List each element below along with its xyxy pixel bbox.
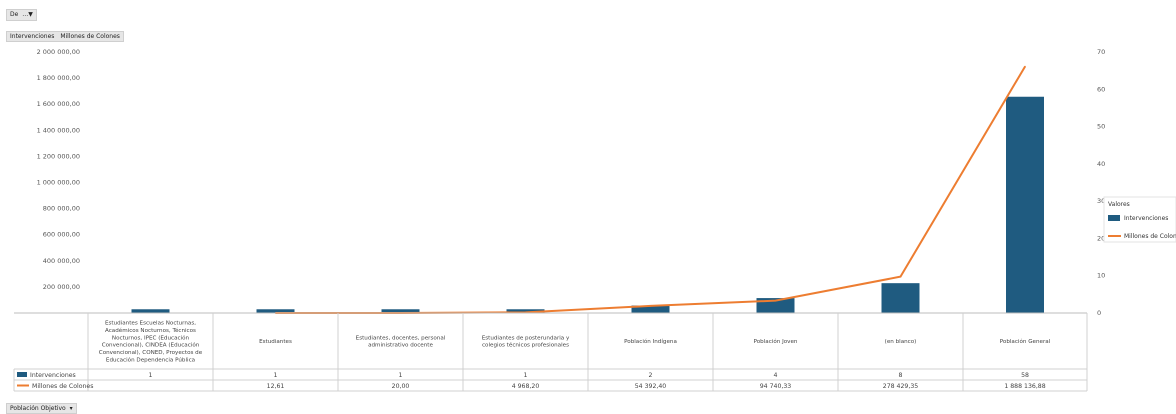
cell-intervenciones: 8 (899, 372, 903, 379)
right-axis-tick: 50 (1097, 123, 1105, 131)
bar-intervenciones (631, 305, 670, 313)
bar-intervenciones (381, 309, 420, 313)
line-point (774, 299, 777, 302)
cell-millones: 1 888 136,88 (1004, 383, 1045, 390)
cell-intervenciones: 1 (149, 372, 153, 379)
cell-intervenciones: 1 (274, 372, 278, 379)
category-label-line: Estudiantes Escuelas Nocturnas, (105, 321, 196, 327)
right-axis-tick: 10 (1097, 272, 1105, 280)
left-axis-tick: 1 800 000,00 (37, 74, 80, 82)
category-label-line: Población General (1000, 338, 1051, 345)
cell-millones: 54 392,40 (635, 383, 667, 390)
category-label-line: colegios técnicos profesionales (482, 342, 569, 349)
right-axis-tick: 70 (1097, 48, 1105, 56)
cell-millones: 12,61 (267, 383, 285, 390)
category-label-line: (en blanco) (885, 339, 917, 345)
row-header-intervenciones: Intervenciones (30, 372, 76, 379)
line-point (1024, 65, 1026, 68)
category-label: Estudiantes, docentes, personal administr… (356, 335, 446, 348)
category-label: Población Indígena (624, 338, 677, 345)
legend: Valores Intervenciones Millones de Colones (1103, 196, 1176, 243)
right-axis-tick: 0 (1097, 309, 1101, 317)
cell-intervenciones: 58 (1021, 372, 1029, 379)
left-axis-tick: 400 000,00 (43, 257, 80, 265)
category-label-line: Población Indígena (624, 338, 677, 345)
cell-intervenciones: 2 (649, 372, 653, 379)
bar-intervenciones (256, 309, 295, 313)
category-label-line: Población Joven (754, 338, 798, 345)
category-label: Población General (1000, 338, 1051, 345)
legend-item-intervenciones: Intervenciones (1124, 215, 1168, 222)
field-button-millones[interactable]: Millones de Colones (60, 33, 120, 40)
data-table: Estudiantes Escuelas Nocturnas, Académico… (13, 312, 1088, 392)
legend-swatch-bar (1108, 215, 1120, 221)
line-point (899, 275, 902, 278)
value-fields-bar[interactable]: Intervenciones Millones de Colones (6, 31, 124, 42)
right-axis-tick: 40 (1097, 160, 1105, 168)
category-label-line: Convencional), CINDEA (Educación (102, 342, 200, 349)
left-axis-tick: 1 000 000,00 (37, 179, 80, 187)
left-axis-tick: 1 400 000,00 (37, 126, 80, 134)
right-axis-tick: 60 (1097, 85, 1105, 93)
legend-item-millones: Millones de Colones (1124, 233, 1176, 240)
category-label-line: Estudiantes, docentes, personal (356, 335, 446, 341)
category-label-line: Estudiantes de posterundaria y (482, 335, 570, 341)
category-label: Estudiantes de posterundaria y colegios t… (482, 335, 570, 348)
cell-millones: 20,00 (392, 383, 410, 390)
cell-intervenciones: 1 (399, 372, 403, 379)
cell-millones: 278 429,35 (883, 383, 918, 390)
poblacion-objetivo-label: Población Objetivo (10, 405, 66, 412)
left-axis-tick: 600 000,00 (43, 231, 80, 239)
category-label: Población Joven (754, 338, 798, 345)
right-axis: 0 10 20 30 40 50 60 70 (1097, 48, 1105, 317)
cell-millones: 94 740,33 (760, 383, 792, 390)
right-axis-tick: 20 (1097, 234, 1105, 242)
legend-key-bar (17, 372, 27, 377)
category-label-line: Convencional), CONED, Proyectos de (99, 350, 203, 356)
left-axis-tick: 200 000,00 (43, 283, 80, 291)
dropdown-arrow-icon: ▾ (69, 405, 73, 412)
cell-millones: 4 968,20 (512, 383, 540, 390)
bar-series (131, 96, 1044, 313)
category-label-line: Estudiantes (259, 339, 292, 345)
category-label: Estudiantes Escuelas Nocturnas, Académico… (99, 321, 203, 364)
category-label-line: Nocturnos, IPEC (Educación (112, 334, 190, 341)
left-axis-tick: 1 200 000,00 (37, 152, 80, 160)
line-millones-de-colones (275, 66, 1026, 314)
left-axis-tick: 800 000,00 (43, 205, 80, 213)
poblacion-objetivo-button[interactable]: Población Objetivo ▾ (6, 403, 77, 414)
cell-intervenciones: 4 (774, 372, 778, 379)
right-axis-tick: 30 (1097, 197, 1105, 205)
left-axis-tick: 2 000 000,00 (37, 48, 80, 56)
category-label: (en blanco) (885, 339, 917, 345)
line-point (649, 305, 652, 307)
bar-intervenciones (506, 309, 545, 313)
cell-intervenciones: 1 (524, 372, 528, 379)
row-header-millones: Millones de Colones (32, 383, 93, 390)
left-axis-tick: 1 600 000,00 (37, 100, 80, 108)
category-label-line: Educación Dependencia Pública (106, 357, 195, 364)
bar-intervenciones (881, 283, 920, 313)
category-label: Estudiantes (259, 339, 292, 345)
filter-button[interactable]: De …▼ (6, 9, 37, 21)
filter-button-label: De (10, 11, 19, 18)
category-label-line: Académicos Nocturnos, Técnicos (105, 327, 196, 334)
legend-title: Valores (1108, 201, 1130, 208)
field-button-intervenciones[interactable]: Intervenciones (10, 33, 55, 40)
bar-intervenciones (131, 309, 170, 313)
category-label-line: administrativo docente (368, 343, 433, 349)
filter-icon: …▼ (22, 11, 33, 18)
bar-intervenciones (1006, 96, 1044, 313)
line-series (274, 65, 1026, 314)
